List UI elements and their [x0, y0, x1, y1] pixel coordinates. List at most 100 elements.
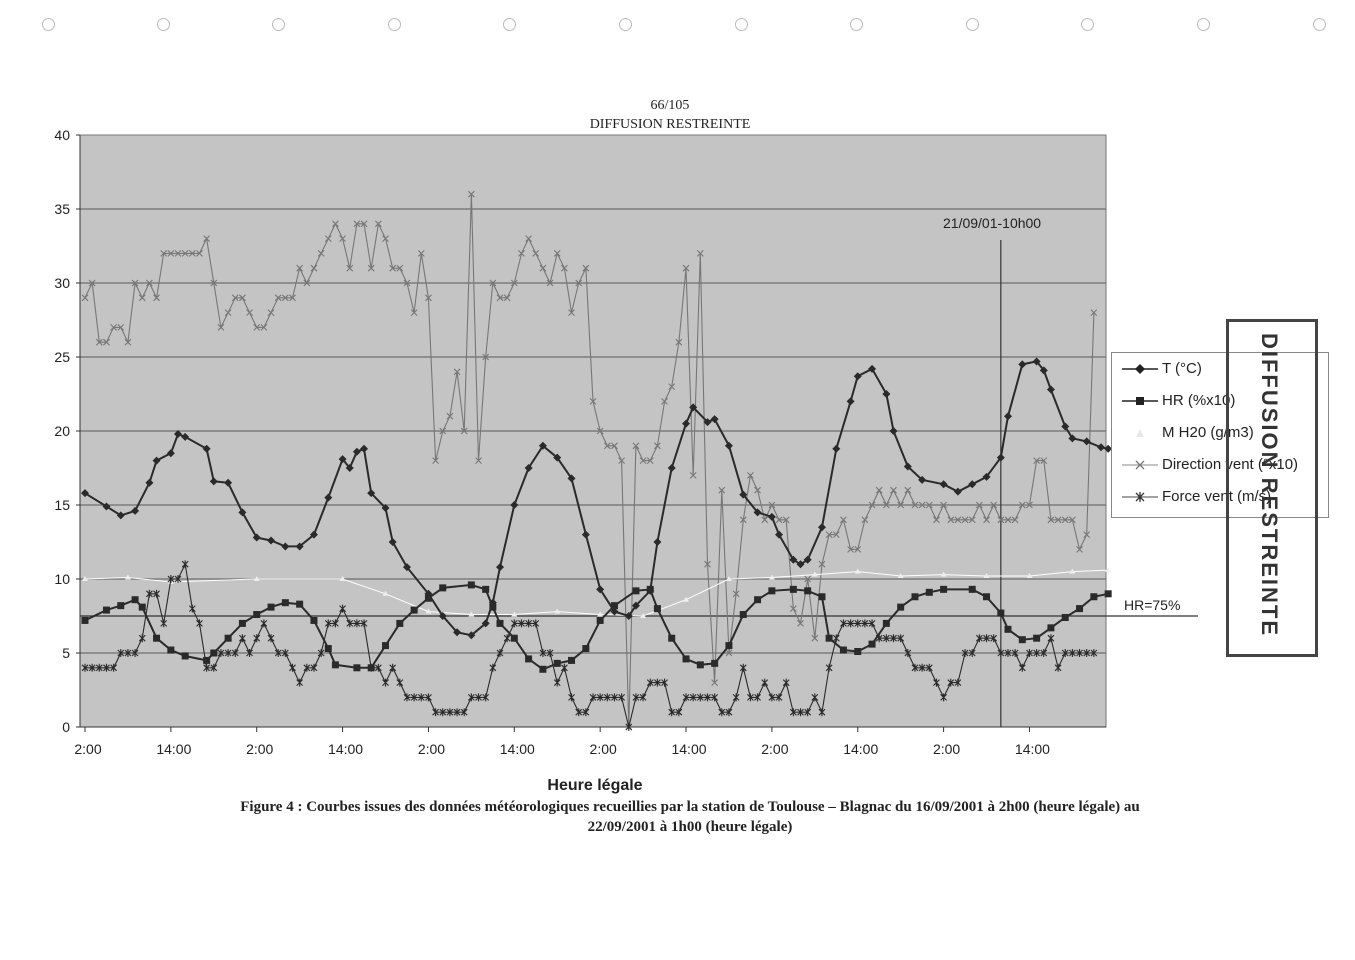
data-point	[138, 603, 146, 611]
data-point	[603, 693, 611, 702]
classification-stamp	[1226, 319, 1318, 657]
data-point	[345, 464, 354, 472]
data-point	[88, 663, 96, 672]
x-tick-label: 2:00	[590, 741, 617, 757]
data-point	[138, 294, 146, 302]
data-point	[482, 585, 490, 593]
star-marker-icon	[1122, 492, 1158, 503]
data-point	[81, 616, 89, 624]
data-point	[1003, 412, 1012, 421]
data-point	[382, 590, 389, 596]
data-point	[704, 693, 711, 702]
data-point	[496, 294, 504, 302]
data-point	[625, 723, 633, 731]
data-point	[417, 250, 425, 257]
data-point	[432, 708, 439, 717]
data-point	[396, 678, 404, 687]
data-point	[439, 708, 447, 717]
data-point	[124, 649, 132, 657]
data-point	[739, 516, 747, 524]
data-point	[775, 516, 783, 524]
data-point	[804, 575, 812, 583]
x-tick-label: 14:00	[843, 741, 878, 757]
data-point	[510, 619, 518, 628]
data-point	[1047, 634, 1055, 643]
legend-item-water-content: M H20 (g/m3)	[1122, 423, 1254, 443]
x-axis-title: Heure légale	[547, 777, 643, 794]
data-point	[546, 649, 554, 657]
data-point	[396, 619, 404, 627]
x-tick-label: 14:00	[156, 741, 191, 757]
hr-reference-label: HR=75%	[1124, 597, 1181, 613]
data-point	[581, 530, 590, 539]
data-point	[1004, 516, 1012, 524]
data-point	[110, 663, 118, 672]
data-point	[832, 444, 841, 453]
data-point	[968, 585, 976, 593]
data-point	[596, 427, 604, 435]
data-point	[611, 442, 618, 450]
data-point	[889, 427, 898, 435]
legend-label: Force vent (m/s)	[1162, 488, 1272, 505]
data-point	[682, 264, 690, 272]
data-point	[904, 649, 912, 657]
data-point	[253, 576, 260, 581]
data-point	[367, 489, 376, 498]
data-point	[253, 634, 261, 643]
data-point	[367, 264, 375, 272]
data-point	[761, 516, 769, 524]
data-point	[82, 576, 88, 581]
data-point	[116, 511, 125, 520]
data-point	[846, 397, 855, 406]
data-point	[754, 596, 762, 604]
data-point	[274, 294, 282, 302]
data-point	[725, 649, 733, 657]
data-point	[403, 693, 411, 702]
data-point	[961, 649, 969, 657]
data-point	[653, 538, 662, 546]
y-tick-label: 5	[62, 645, 70, 661]
data-point	[260, 324, 268, 331]
data-point	[747, 693, 754, 702]
data-point	[682, 419, 691, 428]
data-point	[983, 573, 990, 579]
data-point	[990, 634, 998, 643]
data-point	[131, 279, 139, 287]
y-tick-label: 40	[54, 127, 70, 143]
data-point	[453, 708, 461, 717]
data-point	[840, 619, 847, 628]
legend-item-humidity: HR (%x10)	[1122, 391, 1235, 411]
data-point	[654, 442, 661, 450]
data-point	[510, 279, 518, 287]
data-point	[281, 649, 289, 657]
data-point	[854, 648, 862, 656]
data-point	[95, 338, 103, 346]
data-point	[661, 398, 668, 405]
data-point	[432, 457, 439, 464]
data-point	[789, 605, 797, 612]
legend-label: Direction vent (°x10)	[1162, 456, 1299, 473]
data-point	[761, 678, 769, 687]
legend-label: HR (%x10)	[1162, 392, 1236, 409]
data-point	[403, 279, 411, 287]
data-point	[668, 383, 676, 390]
data-point	[954, 516, 962, 524]
data-point	[95, 663, 103, 672]
y-tick-label: 15	[54, 497, 70, 513]
data-point	[718, 708, 726, 717]
data-point	[904, 486, 912, 494]
data-point	[532, 250, 540, 257]
legend-label: M H20 (g/m3)	[1162, 424, 1254, 441]
data-point	[518, 619, 525, 628]
data-point	[1069, 649, 1076, 657]
data-point	[947, 516, 955, 524]
data-point	[646, 457, 654, 464]
data-point	[653, 605, 661, 613]
data-point	[797, 708, 804, 717]
data-point	[289, 663, 296, 672]
data-point	[767, 512, 776, 521]
data-point	[153, 589, 160, 598]
data-point	[238, 508, 247, 517]
data-point	[725, 708, 733, 717]
data-point	[146, 279, 153, 287]
